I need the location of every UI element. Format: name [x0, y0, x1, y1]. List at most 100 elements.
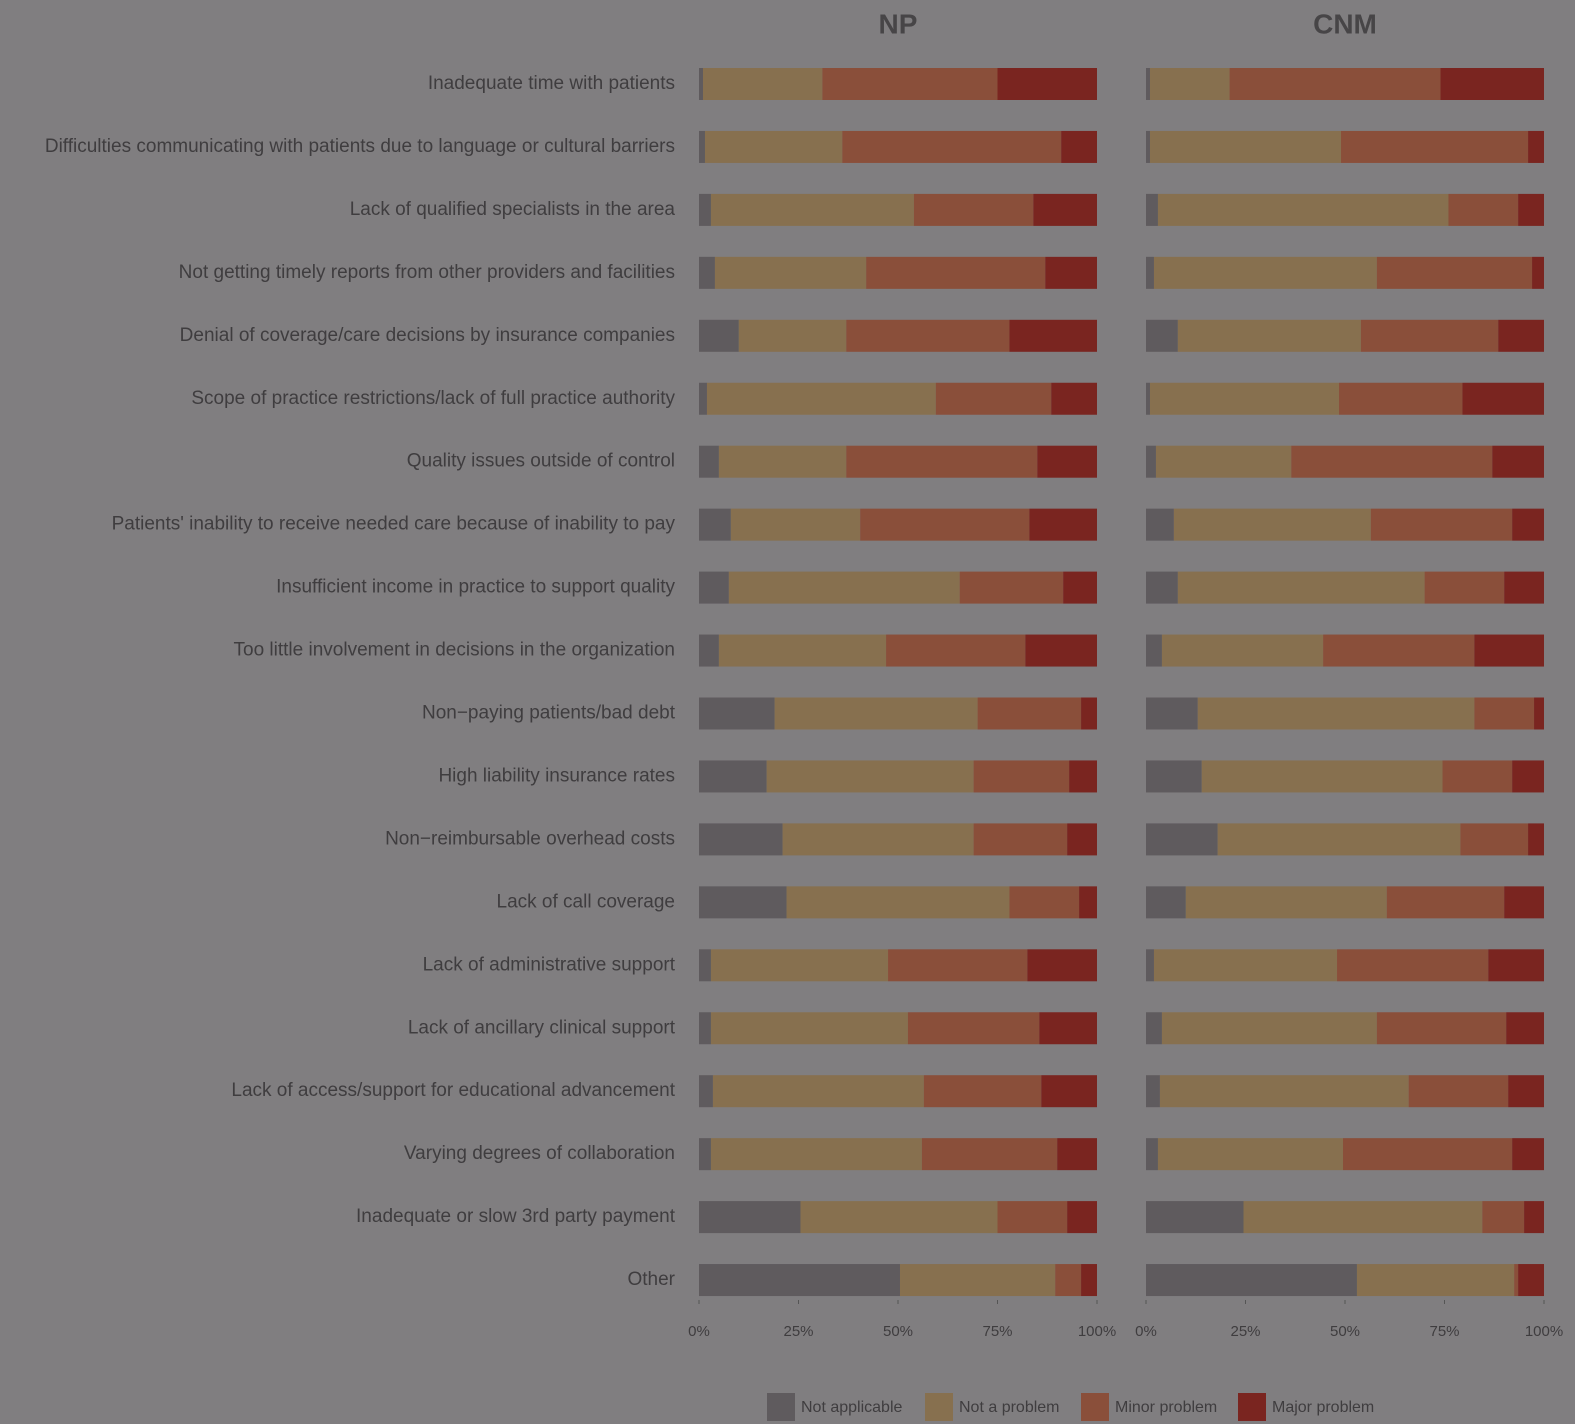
bar-segment: [1474, 634, 1544, 667]
bar-segment: [1343, 1138, 1513, 1171]
bar-segment: [766, 760, 974, 793]
bar-segment: [1337, 949, 1489, 982]
bar-segment: [718, 445, 847, 478]
bar-segment: [846, 319, 1010, 352]
bar-segment: [1055, 1264, 1082, 1297]
bar-segment: [699, 823, 783, 856]
bar-segment: [1146, 949, 1154, 982]
x-tick-label: 50%: [1330, 1323, 1360, 1340]
category-label: Patients' inability to receive needed ca…: [112, 514, 676, 535]
category-label: Inadequate or slow 3rd party payment: [356, 1206, 676, 1227]
bar-segment: [1146, 445, 1156, 478]
category-label: Quality issues outside of control: [407, 451, 675, 472]
bar-segment: [1408, 1075, 1509, 1108]
bar-segment: [1512, 760, 1544, 793]
bar-segment: [1323, 634, 1475, 667]
legend-label: Minor problem: [1115, 1399, 1217, 1416]
bar-segment: [699, 571, 729, 604]
bar-segment: [1524, 1201, 1544, 1234]
x-tick-label: 0%: [688, 1323, 710, 1340]
bar-segment: [1029, 508, 1097, 541]
bar-segment: [1291, 445, 1493, 478]
bar-segment: [1424, 571, 1505, 604]
category-label: High liability insurance rates: [438, 765, 675, 786]
bar-segment: [1146, 571, 1178, 604]
x-tick-label: 25%: [783, 1323, 813, 1340]
bar-segment: [1229, 68, 1441, 100]
bar-segment: [1386, 886, 1505, 919]
bar-segment: [1376, 256, 1533, 289]
category-label: Non−paying patients/bad debt: [422, 703, 676, 724]
category-label: Non−reimbursable overhead costs: [385, 828, 675, 849]
bar-segment: [1243, 1201, 1483, 1234]
category-label: Insufficient income in practice to suppo…: [276, 577, 675, 598]
bar-segment: [907, 1012, 1040, 1045]
legend-swatch: [1238, 1393, 1266, 1421]
bar-segment: [786, 886, 1010, 919]
bar-segment: [1356, 1264, 1515, 1297]
bar-segment: [1185, 886, 1387, 919]
bar-segment: [1157, 1138, 1344, 1171]
bar-segment: [1146, 319, 1178, 352]
bar-segment: [1146, 508, 1174, 541]
bar-segment: [1146, 697, 1198, 730]
bar-segment: [1173, 508, 1371, 541]
bar-segment: [1146, 1201, 1244, 1234]
bar-segment: [1146, 382, 1150, 415]
bar-segment: [1146, 823, 1218, 856]
bar-segment: [699, 382, 707, 415]
bar-segment: [1009, 886, 1080, 919]
bar-segment: [718, 634, 887, 667]
bar-segment: [1146, 1264, 1357, 1297]
bar-segment: [1009, 319, 1097, 352]
category-label: Too little involvement in decisions in t…: [234, 640, 675, 661]
category-label: Varying degrees of collaboration: [404, 1143, 675, 1164]
bar-segment: [699, 68, 703, 100]
bar-segment: [1514, 1264, 1519, 1297]
category-label: Lack of access/support for educational a…: [231, 1080, 675, 1101]
bar-segment: [1025, 634, 1097, 667]
bar-segment: [913, 193, 1034, 226]
panel-title: NP: [879, 8, 918, 39]
category-label: Scope of practice restrictions/lack of f…: [191, 388, 675, 409]
x-tick-label: 75%: [982, 1323, 1012, 1340]
bar-segment: [699, 445, 719, 478]
category-label: Other: [627, 1269, 675, 1290]
bar-segment: [1177, 571, 1425, 604]
bar-segment: [1518, 193, 1544, 226]
bar-segment: [1146, 68, 1150, 100]
bar-segment: [699, 193, 711, 226]
bar-segment: [1504, 571, 1544, 604]
bar-segment: [699, 1138, 711, 1171]
bar-segment: [1081, 1264, 1097, 1297]
bar-segment: [1146, 130, 1150, 163]
x-tick-label: 25%: [1230, 1323, 1260, 1340]
bar-segment: [730, 508, 861, 541]
bar-segment: [1149, 382, 1340, 415]
x-tick-label: 0%: [1135, 1323, 1157, 1340]
bar-segment: [1506, 1012, 1544, 1045]
bar-segment: [699, 949, 711, 982]
bar-segment: [1039, 1012, 1097, 1045]
bar-segment: [738, 319, 847, 352]
bar-segment: [699, 1012, 711, 1045]
bar-segment: [1474, 697, 1535, 730]
bar-segment: [1037, 445, 1097, 478]
bar-segment: [866, 256, 1046, 289]
bar-segment: [710, 1012, 908, 1045]
bar-segment: [822, 68, 998, 100]
bar-segment: [1161, 634, 1324, 667]
category-label: Lack of qualified specialists in the are…: [350, 199, 676, 220]
bar-segment: [1033, 193, 1097, 226]
bar-segment: [1155, 445, 1292, 478]
legend-swatch: [1081, 1393, 1109, 1421]
legend-swatch: [767, 1393, 795, 1421]
bar-segment: [1045, 256, 1097, 289]
bar-segment: [1146, 886, 1186, 919]
bar-segment: [1462, 382, 1544, 415]
bar-segment: [710, 193, 914, 226]
bar-segment: [1341, 130, 1529, 163]
bar-segment: [706, 382, 936, 415]
bar-segment: [899, 1264, 1056, 1297]
